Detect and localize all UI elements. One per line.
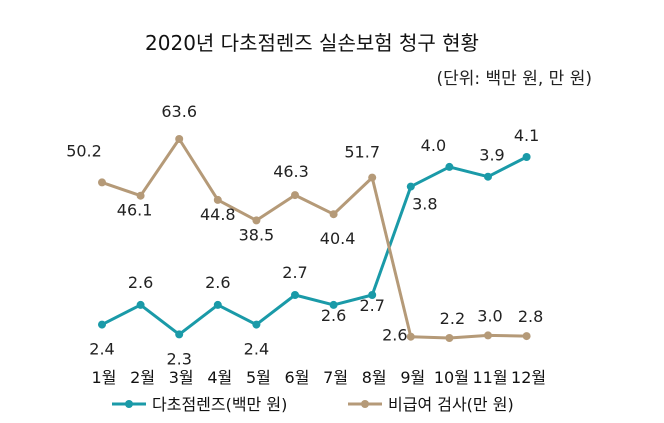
data-label: 3.9 (479, 146, 504, 165)
data-point (406, 332, 415, 341)
x-tick-label: 12월 (511, 368, 546, 387)
data-point (175, 330, 184, 339)
series-2: 50.2 46.1 63.6 44.838.5 46.3 40.4 51.7 2.6 2.2 3.… (66, 102, 543, 345)
legend: 다초점렌즈(백만 원) 비급여 검사(만 원) (112, 395, 514, 414)
series-1: 2.4 2.6 2.3 2.6 2.4 2.7 2.6 2.7 3.8 4.0 3.9 4.1 (89, 126, 539, 368)
data-point (291, 291, 299, 299)
data-point (329, 210, 338, 219)
x-tick-label: 10월 (434, 368, 469, 387)
data-point (484, 331, 492, 340)
legend-swatch-marker (125, 400, 133, 408)
data-point (98, 178, 106, 187)
data-point (445, 334, 454, 342)
x-tick-label: 3월 (169, 368, 194, 387)
data-point (175, 135, 184, 143)
data-point (484, 172, 492, 181)
legend-item: 비급여 검사(만 원) (348, 395, 514, 414)
data-point (368, 291, 377, 299)
data-label: 2.7 (282, 263, 307, 282)
legend-label: 비급여 검사(만 원) (388, 395, 514, 414)
data-point (213, 195, 222, 204)
data-point (445, 162, 454, 171)
x-tick-label: 2월 (130, 368, 155, 387)
data-label: 3.8 (412, 195, 437, 214)
data-label: 2.8 (518, 307, 543, 326)
data-label: 63.6 (161, 102, 197, 121)
data-label: 40.4 (320, 229, 356, 248)
x-tick-label: 4월 (207, 368, 232, 387)
data-point (522, 153, 531, 161)
data-label: 2.6 (128, 273, 153, 292)
data-point (291, 191, 299, 200)
data-point (252, 320, 261, 329)
data-label: 2.4 (244, 340, 269, 359)
x-tick-label: 5월 (246, 368, 271, 387)
data-label: 2.3 (166, 349, 191, 368)
legend-swatch-marker (361, 400, 369, 408)
data-point (329, 300, 338, 309)
data-label: 3.0 (477, 306, 502, 325)
data-label: 51.7 (344, 143, 380, 162)
data-point (136, 191, 145, 200)
x-axis: 1월 2월 3월 4월 5월 6월 7월 8월 9월 10월 11월 12월 (92, 368, 547, 387)
data-label: 2.4 (89, 340, 114, 359)
x-tick-label: 8월 (362, 368, 387, 387)
x-tick-label: 6월 (285, 368, 310, 387)
x-tick-label: 9월 (400, 368, 425, 387)
data-label: 2.2 (440, 309, 465, 328)
legend-item: 다초점렌즈(백만 원) (112, 395, 287, 414)
series-line (101, 155, 528, 336)
data-label: 2.6 (382, 326, 407, 345)
data-label: 50.2 (66, 141, 102, 160)
data-label: 2.7 (359, 296, 384, 315)
data-label: 44.8 (200, 205, 236, 224)
data-label: 46.3 (273, 162, 309, 181)
data-label: 46.1 (117, 201, 153, 220)
x-tick-label: 11월 (472, 368, 507, 387)
data-point (522, 332, 531, 341)
series-line (101, 137, 527, 340)
data-label: 2.6 (205, 273, 230, 292)
chart-title: 2020년 다초점렌즈 실손보험 청구 현황 (145, 31, 479, 55)
data-point (98, 320, 106, 329)
unit-label: (단위: 백만 원, 만 원) (437, 69, 593, 89)
data-label: 4.0 (421, 136, 446, 155)
data-label: 2.6 (321, 306, 346, 325)
data-point (252, 216, 261, 225)
data-point (368, 173, 377, 182)
data-point (406, 182, 415, 191)
x-tick-label: 7월 (323, 368, 348, 387)
data-label: 38.5 (239, 225, 275, 244)
data-point (136, 300, 145, 309)
series-layer: 2.42.62.32.62.42.72.62.73.84.03.94.150.2… (66, 102, 543, 368)
legend-label: 다초점렌즈(백만 원) (152, 395, 287, 414)
data-point (213, 300, 222, 309)
data-label: 4.1 (514, 126, 539, 145)
x-tick-label: 1월 (92, 368, 117, 387)
